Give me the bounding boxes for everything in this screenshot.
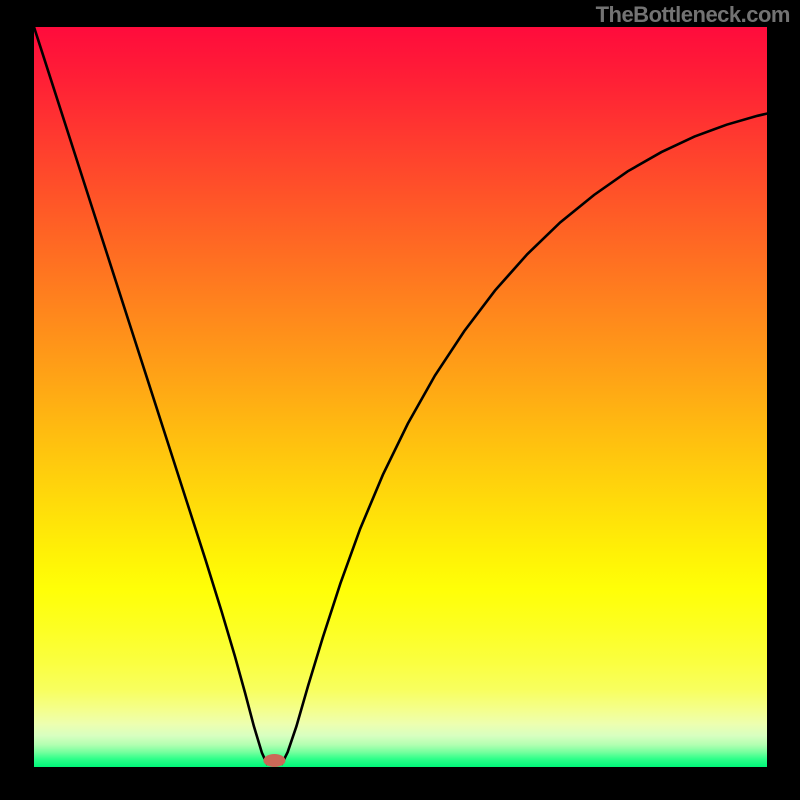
gradient-background bbox=[34, 27, 767, 767]
chart-container: TheBottleneck.com bbox=[0, 0, 800, 800]
attribution-text: TheBottleneck.com bbox=[596, 2, 790, 28]
minimum-marker bbox=[263, 754, 285, 767]
bottleneck-curve-chart bbox=[34, 27, 767, 767]
plot-area bbox=[34, 27, 767, 767]
